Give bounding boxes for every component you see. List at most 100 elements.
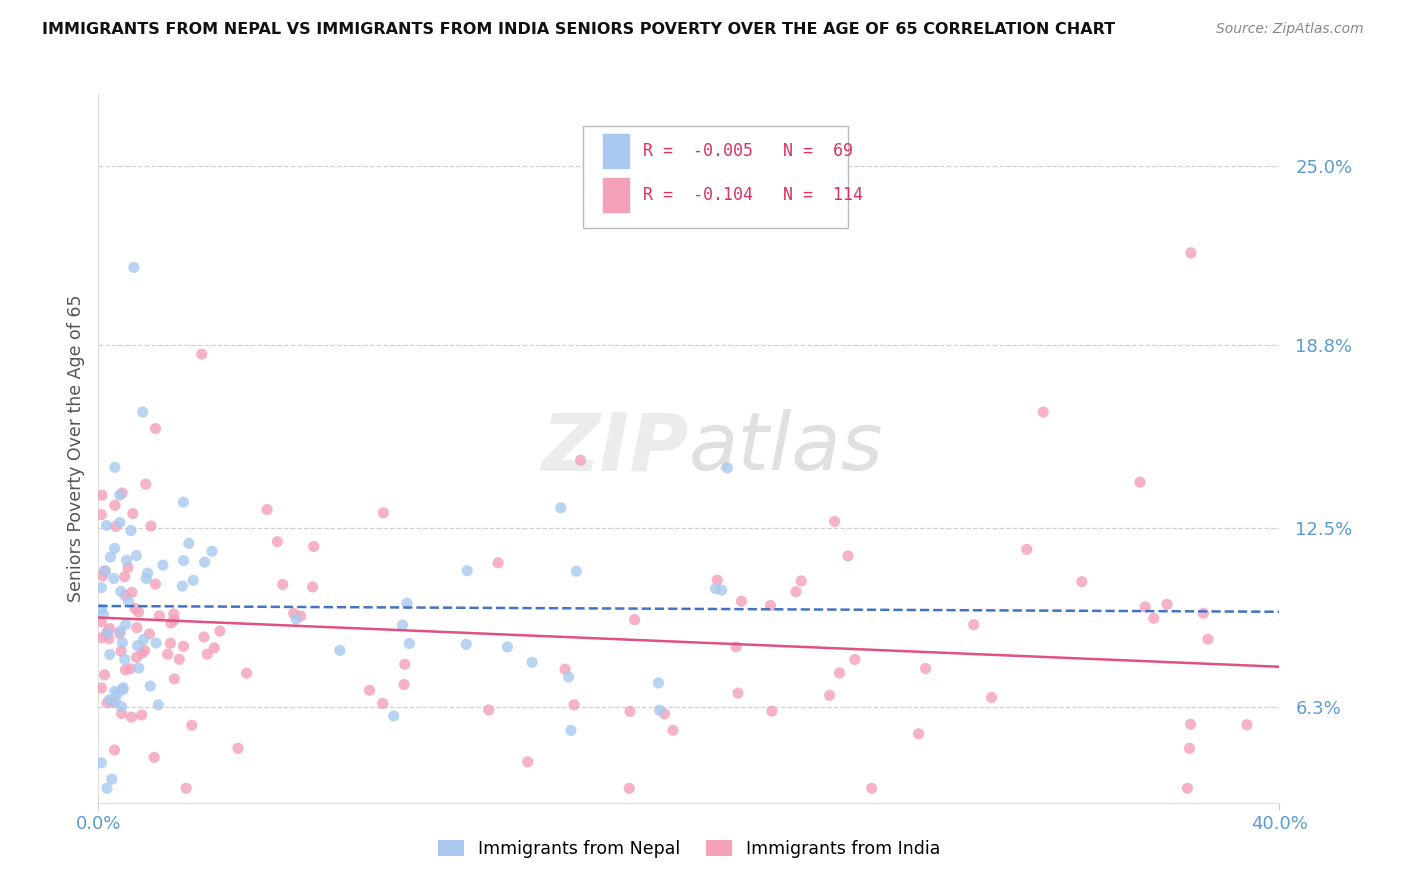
Point [148, 698, 170, 712]
Point [1178, 741, 1201, 756]
Point [128, 661, 150, 675]
Point [104, 460, 127, 475]
Point [1236, 718, 1258, 732]
Point [96, 625, 118, 640]
Point [172, 579, 194, 593]
Point [138, 627, 160, 641]
Point [1135, 599, 1157, 614]
Point [125, 549, 148, 563]
Point [117, 594, 139, 608]
Point [456, 637, 478, 651]
Point [569, 453, 592, 467]
Point [394, 657, 416, 672]
Point [97, 632, 120, 646]
Point [235, 666, 257, 681]
Point [283, 607, 305, 621]
Point [96, 781, 118, 796]
Point [266, 534, 288, 549]
Point [565, 564, 588, 578]
Point [103, 743, 125, 757]
Point [496, 640, 519, 654]
Point [114, 652, 136, 666]
Point [554, 662, 576, 676]
Bar [603, 178, 628, 212]
Point [121, 585, 143, 599]
Point [914, 661, 936, 675]
Point [704, 582, 727, 596]
Point [101, 695, 124, 709]
Point [132, 405, 155, 419]
Point [177, 536, 200, 550]
Point [110, 584, 132, 599]
Point [980, 690, 1002, 705]
Point [127, 639, 149, 653]
Text: R =  -0.104   N =  114: R = -0.104 N = 114 [643, 186, 863, 204]
Point [371, 697, 394, 711]
Point [96, 696, 118, 710]
Point [110, 706, 132, 721]
Point [1180, 245, 1202, 260]
Point [478, 703, 501, 717]
Point [90, 631, 112, 645]
Point [391, 618, 413, 632]
Point [301, 580, 323, 594]
Point [191, 347, 214, 361]
Point [134, 643, 156, 657]
Point [619, 705, 641, 719]
Point [1015, 542, 1038, 557]
Point [169, 652, 191, 666]
Point [160, 615, 183, 630]
Point [139, 679, 162, 693]
Point [114, 570, 136, 584]
Point [143, 750, 166, 764]
Point [1070, 574, 1092, 589]
Point [201, 544, 224, 558]
Point [91, 569, 114, 583]
Point [91, 488, 114, 502]
Point [785, 584, 807, 599]
Text: ZIP: ZIP [541, 409, 689, 487]
Point [104, 519, 127, 533]
Text: atlas: atlas [689, 409, 884, 487]
Point [163, 613, 186, 627]
Point [662, 723, 685, 738]
Point [139, 519, 162, 533]
Point [120, 662, 142, 676]
Point [174, 781, 197, 796]
Point [759, 599, 782, 613]
Point [173, 553, 195, 567]
Point [654, 706, 676, 721]
Point [98, 693, 121, 707]
Point [163, 607, 186, 621]
Point [152, 558, 174, 572]
Point [271, 577, 294, 591]
Point [359, 683, 381, 698]
Point [145, 577, 167, 591]
Point [398, 636, 420, 650]
Point [90, 756, 112, 770]
Point [145, 636, 167, 650]
Point [90, 602, 112, 616]
Point [208, 624, 231, 638]
Point [302, 540, 325, 554]
Point [818, 688, 841, 702]
Point [195, 647, 218, 661]
Point [125, 650, 148, 665]
Point [103, 572, 125, 586]
Point [114, 588, 136, 602]
Point [181, 574, 204, 588]
Point [90, 508, 112, 522]
Point [104, 499, 127, 513]
Point [124, 601, 146, 615]
Point [1156, 598, 1178, 612]
Point [907, 727, 929, 741]
Point [108, 488, 131, 502]
Point [837, 549, 859, 563]
Point [108, 516, 131, 530]
Point [111, 682, 134, 697]
Point [194, 555, 217, 569]
Point [730, 594, 752, 608]
Point [648, 703, 671, 717]
Point [520, 655, 543, 669]
Point [105, 687, 128, 701]
